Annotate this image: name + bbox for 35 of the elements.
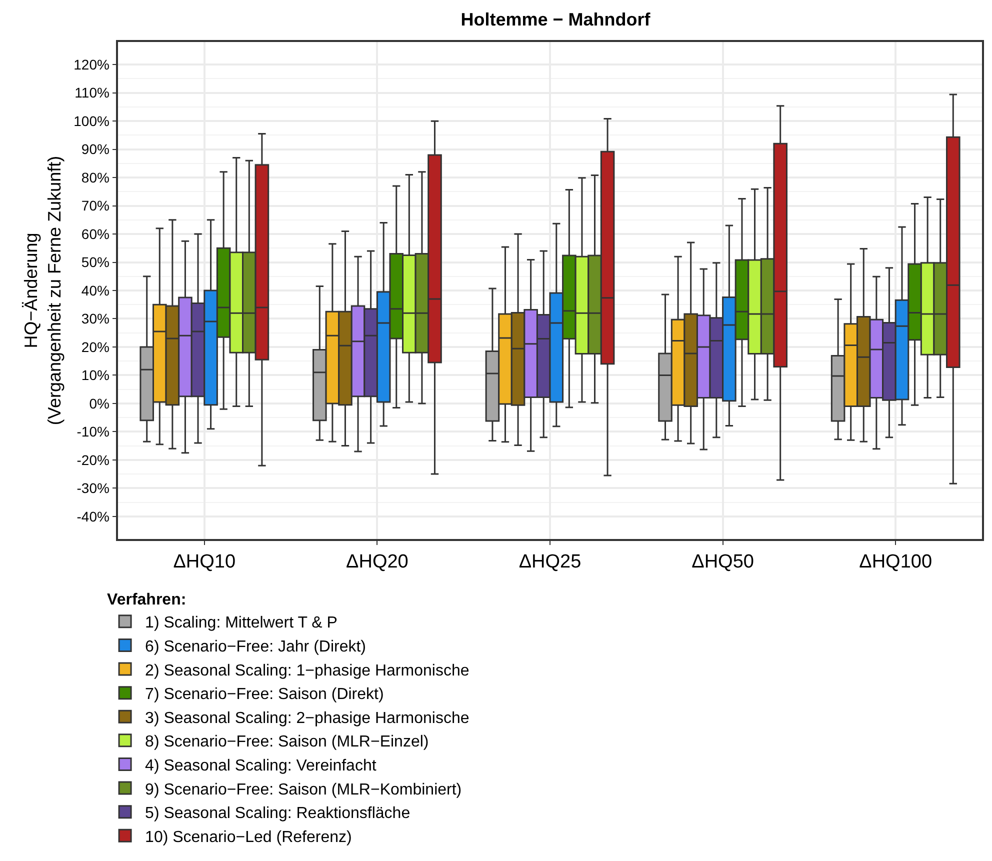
y-tick-label: 70%: [81, 198, 110, 214]
y-tick-label: 110%: [74, 84, 110, 101]
x-tick-label: ΔHQ10: [173, 552, 236, 573]
legend-label: 4) Seasonal Scaling: Vereinfacht: [145, 757, 377, 774]
y-tick-label: 30%: [81, 310, 110, 327]
y-tick-label: 120%: [74, 56, 110, 72]
y-tick-label: 0%: [89, 395, 110, 412]
y-tick-label: -10%: [76, 424, 110, 440]
y-axis-title: HQ−Änderung (Vergangenheit zu Ferne Zukunft): [20, 156, 64, 426]
y-tick-label: 60%: [81, 226, 110, 242]
y-tick-label: 20%: [81, 338, 110, 355]
legend-label: 2) Seasonal Scaling: 1−phasige Harmonische: [145, 662, 470, 680]
y-tick-label: 40%: [81, 282, 110, 298]
y-tick-label: -40%: [76, 508, 110, 524]
y-tick-label: -20%: [76, 452, 110, 468]
x-tick-label: ΔHQ50: [692, 552, 754, 573]
y-tick-label: 90%: [81, 141, 110, 158]
x-tick-label: ΔHQ25: [518, 552, 582, 573]
legend-label: 7) Scenario−Free: Saison (Direkt): [145, 686, 384, 704]
legend-label: 9) Scenario−Free: Saison (MLR−Kombiniert): [145, 781, 462, 798]
y-tick-label: 100%: [74, 112, 110, 129]
legend-label: 3) Seasonal Scaling: 2−phasige Harmonische: [145, 710, 470, 727]
y-tick-label: 50%: [81, 254, 110, 270]
legend-label: 10) Scenario−Led (Referenz): [145, 828, 352, 846]
legend-label: 6) Scenario−Free: Jahr (Direkt): [145, 638, 366, 656]
legend-title: Verfahren:: [107, 592, 186, 609]
chart-title: Holtemme − Mahndorf: [460, 10, 652, 30]
x-tick-label: ΔHQ100: [859, 552, 932, 573]
legend-label: 8) Scenario−Free: Saison (MLR−Einzel): [145, 734, 429, 751]
x-tick-label: ΔHQ20: [346, 552, 408, 573]
y-tick-label: 80%: [81, 169, 110, 186]
y-tick-label: -30%: [76, 480, 110, 496]
y-tick-label: 10%: [81, 367, 110, 384]
legend-label: 1) Scaling: Mittelwert T & P: [145, 614, 338, 632]
legend-label: 5) Seasonal Scaling: Reaktionsfläche: [145, 805, 410, 822]
